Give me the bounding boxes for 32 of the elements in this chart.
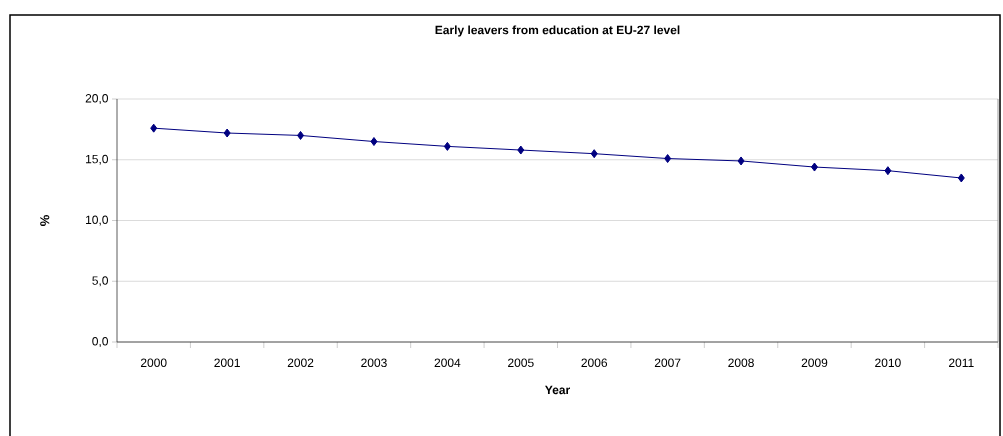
- y-tick-label: 10,0: [86, 215, 109, 226]
- x-axis-title: Year: [545, 385, 570, 395]
- point: [297, 130, 305, 140]
- point: [810, 162, 818, 172]
- y-tick-label: 15,0: [86, 154, 109, 165]
- point: [737, 156, 745, 166]
- point: [150, 123, 158, 133]
- point: [884, 166, 892, 176]
- x-tick-label: 2007: [654, 358, 681, 368]
- point: [590, 149, 598, 159]
- y-tick-label: 0,0: [92, 337, 109, 347]
- x-tick-label: 2009: [801, 358, 828, 368]
- x-tick-label: 2008: [728, 358, 754, 368]
- point: [664, 154, 672, 164]
- y-axis-title: %: [40, 215, 50, 226]
- x-tick-label: 2004: [434, 358, 461, 368]
- point: [223, 128, 231, 138]
- x-tick-label: 2010: [875, 358, 901, 368]
- x-tick-label: 2011: [949, 358, 974, 368]
- point: [957, 173, 965, 183]
- chart-title: Early leavers from education at EU-27 level: [435, 25, 680, 37]
- x-tick-label: 2000: [140, 358, 167, 368]
- x-tick-label: 2003: [361, 358, 387, 368]
- y-tick-label: 5,0: [92, 276, 109, 287]
- x-tick-label: 2001: [214, 358, 240, 368]
- point: [517, 145, 525, 155]
- x-tick-label: 2005: [508, 358, 534, 368]
- x-tick-label: 2006: [581, 358, 608, 368]
- x-tick-label: 2002: [287, 358, 314, 368]
- y-tick-label: 20,0: [85, 94, 109, 104]
- point: [443, 141, 451, 151]
- point: [370, 137, 378, 147]
